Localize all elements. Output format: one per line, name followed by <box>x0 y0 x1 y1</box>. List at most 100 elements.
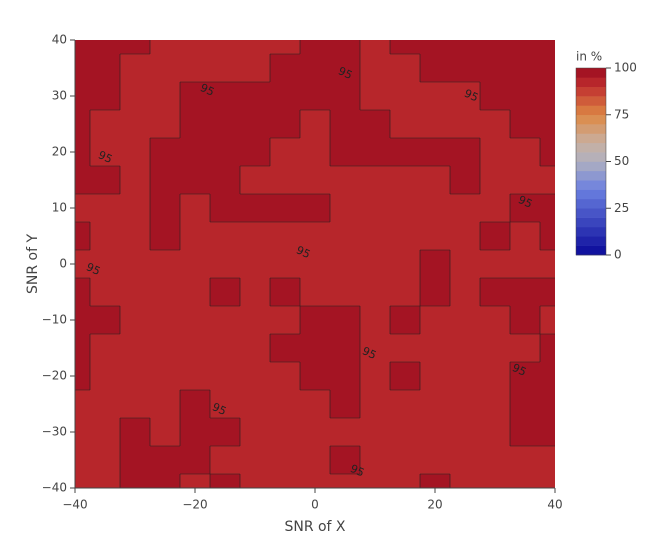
contour-cell <box>480 446 511 475</box>
contour-cell <box>480 390 511 419</box>
contour-cell <box>270 306 301 335</box>
contour-cell <box>540 474 555 488</box>
x-tick-label: 0 <box>311 498 319 512</box>
contour-cell <box>180 418 211 447</box>
contour-cell <box>210 82 241 111</box>
contour-cell <box>330 278 361 307</box>
contour-cell <box>90 82 121 111</box>
contour-cell <box>240 418 271 447</box>
contour-cell <box>150 362 181 391</box>
contour-cell <box>510 82 541 111</box>
contour-cell <box>210 306 241 335</box>
contour-cell <box>270 278 301 307</box>
contour-cell <box>330 390 361 419</box>
contour-cell <box>75 166 91 195</box>
contour-cell <box>510 138 541 167</box>
contour-cell <box>390 390 421 419</box>
contour-cell <box>450 138 481 167</box>
contour-cell <box>300 54 331 83</box>
contour-cell <box>300 138 331 167</box>
contour-cell <box>300 446 331 475</box>
contour-cell <box>300 166 331 195</box>
contour-cell <box>150 446 181 475</box>
contour-cell <box>420 166 451 195</box>
contour-cell <box>450 166 481 195</box>
contour-cell <box>240 110 271 139</box>
contour-cell <box>90 278 121 307</box>
contour-label: 95 <box>510 361 528 379</box>
contour-label: 95 <box>198 81 216 99</box>
y-axis-title: SNR of Y <box>25 234 41 294</box>
y-tick-label: −10 <box>42 313 67 327</box>
contour-cell <box>210 138 241 167</box>
contour-cell <box>540 54 555 83</box>
contour-cell <box>510 110 541 139</box>
x-tick-label: 20 <box>427 498 442 512</box>
contour-cell <box>450 362 481 391</box>
contour-cell <box>300 418 331 447</box>
contour-cell <box>510 222 541 251</box>
colorbar-band <box>576 105 606 116</box>
contour-cell <box>480 474 511 488</box>
contour-cell <box>540 110 555 139</box>
colorbar-tick-label: 25 <box>614 201 629 215</box>
contour-cell <box>120 82 151 111</box>
colorbar-band <box>576 180 606 190</box>
contour-cell <box>270 222 301 251</box>
contour-cell <box>90 446 121 475</box>
contour-cell <box>75 222 91 251</box>
contour-cell <box>180 334 211 363</box>
contour-cell <box>120 362 151 391</box>
contour-cell <box>210 418 241 447</box>
contour-cell <box>390 306 421 335</box>
plot-area: 95 95 95 95 95 95 95 95 95 95 95 <box>75 40 555 488</box>
contour-cell <box>480 418 511 447</box>
contour-cell <box>75 138 91 167</box>
contour-label: 95 <box>210 400 228 418</box>
contour-cell <box>330 306 361 335</box>
contour-cell <box>150 194 181 223</box>
contour-cell <box>420 334 451 363</box>
contour-cell <box>420 446 451 475</box>
colorbar-band <box>576 68 606 78</box>
contour-cell <box>360 40 391 55</box>
contour-cell <box>450 306 481 335</box>
contour-cell <box>90 166 121 195</box>
contour-cell <box>300 278 331 307</box>
contour-cell <box>330 250 361 279</box>
contour-cell <box>390 194 421 223</box>
contour-cell <box>390 278 421 307</box>
contour-cell <box>390 334 421 363</box>
contour-cell <box>90 362 121 391</box>
contour-cell <box>300 306 331 335</box>
x-tick-label: −20 <box>182 498 207 512</box>
contour-cell <box>90 40 121 55</box>
contour-cell <box>450 110 481 139</box>
contour-cell <box>180 40 211 55</box>
contour-cell <box>120 474 151 488</box>
contour-cell <box>510 306 541 335</box>
y-tick-label: −40 <box>42 481 67 495</box>
contour-cell <box>480 40 511 55</box>
contour-cell <box>240 278 271 307</box>
contour-cell <box>330 138 361 167</box>
colorbar-band <box>576 198 606 209</box>
contour-cell <box>480 166 511 195</box>
contour-cell <box>420 250 451 279</box>
contour-cell <box>210 362 241 391</box>
contour-cell <box>330 222 361 251</box>
contour-cell <box>300 362 331 391</box>
contour-cell <box>330 446 361 475</box>
contour-cell <box>360 334 391 363</box>
contour-cell <box>210 40 241 55</box>
contour-cell <box>270 446 301 475</box>
contour-cell <box>480 82 511 111</box>
contour-cell <box>270 418 301 447</box>
contour-cell <box>150 138 181 167</box>
colorbar-tick-label: 100 <box>614 61 637 75</box>
contour-label: 95 <box>336 64 354 82</box>
contour-cell <box>90 54 121 83</box>
contour-cell <box>150 222 181 251</box>
contour-cell <box>300 474 331 488</box>
contour-cell <box>360 222 391 251</box>
